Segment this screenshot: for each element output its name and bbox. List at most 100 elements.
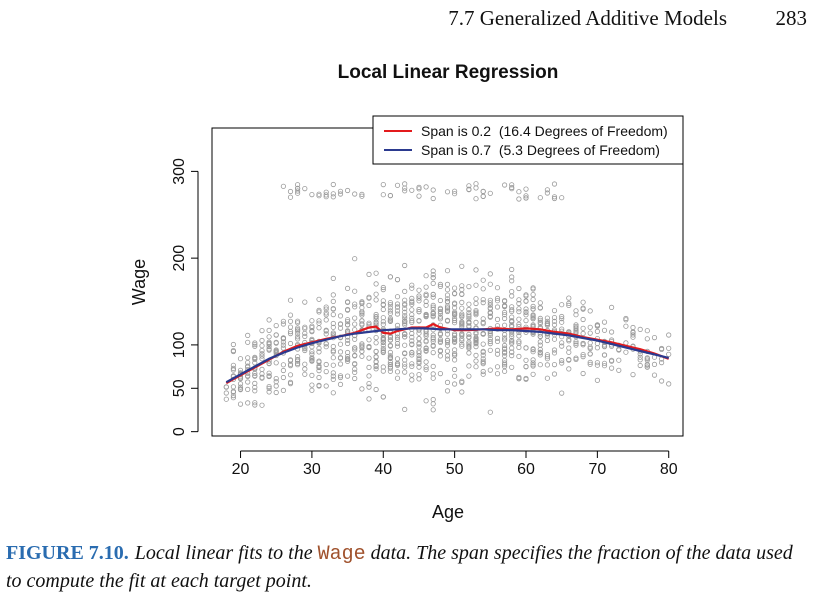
scatter-point: [430, 294, 436, 300]
scatter-point: [352, 352, 358, 358]
scatter-point: [259, 337, 265, 344]
scatter-point: [387, 274, 393, 280]
x-axis-label: Age: [432, 502, 464, 522]
scatter-point: [316, 307, 322, 313]
scatter-point: [430, 306, 436, 312]
scatter-point: [480, 331, 486, 337]
scatter-point: [466, 363, 472, 369]
scatter-point: [559, 343, 565, 349]
scatter-point: [266, 327, 272, 333]
scatter-point: [387, 192, 393, 199]
scatter-point: [523, 292, 529, 298]
scatter-point: [387, 315, 393, 321]
scatter-point: [516, 344, 522, 350]
scatter-point: [616, 357, 622, 363]
scatter-point: [423, 311, 429, 318]
scatter-point: [245, 400, 251, 406]
scatter-point: [373, 348, 379, 354]
scatter-point: [423, 359, 429, 365]
caption-text-before: Local linear fits to the: [134, 542, 313, 564]
scatter-point: [344, 318, 351, 325]
scatter-point: [423, 366, 429, 373]
scatter-point: [530, 360, 536, 366]
scatter-point: [230, 367, 236, 373]
scatter-point: [387, 318, 393, 324]
scatter-point: [359, 193, 365, 199]
scatter-point: [509, 307, 515, 313]
scatter-point: [337, 374, 344, 381]
scatter-point: [580, 351, 586, 358]
scatter-point: [473, 307, 479, 314]
scatter-point: [466, 186, 472, 192]
scatter-point: [487, 332, 493, 338]
scatter-point: [402, 320, 408, 326]
scatter-point: [451, 357, 458, 363]
scatter-point: [323, 328, 329, 334]
scatter-point: [459, 305, 465, 311]
scatter-point: [551, 347, 558, 353]
scatter-point: [487, 271, 493, 277]
scatter-point: [480, 286, 486, 292]
scatter-point: [402, 364, 408, 370]
scatter-point: [344, 328, 351, 334]
scatter-point: [509, 288, 515, 295]
scatter-point: [430, 274, 436, 281]
legend: Span is 0.2 (16.4 Degrees of Freedom) Sp…: [372, 115, 684, 165]
scatter-point: [337, 313, 344, 319]
scatter-point: [523, 298, 529, 304]
scatter-point: [530, 349, 536, 355]
scatter-point: [523, 309, 529, 315]
scatter-point: [494, 298, 501, 304]
scatter-point: [580, 330, 586, 337]
scatter-point: [352, 321, 358, 327]
scatter-point: [473, 335, 479, 341]
scatter-point: [230, 348, 236, 355]
scatter-point: [437, 353, 443, 359]
scatter-point: [402, 262, 408, 269]
scatter-point: [494, 351, 501, 357]
scatter-point: [323, 361, 329, 368]
scatter-point: [637, 326, 643, 332]
scatter-point: [559, 357, 565, 364]
scatter-point: [551, 314, 558, 321]
scatter-point: [459, 312, 465, 319]
scatter-point: [366, 384, 372, 390]
scatter-point: [544, 190, 551, 196]
scatter-point: [630, 324, 636, 331]
scatter-point: [416, 341, 422, 347]
scatter-point: [280, 183, 286, 189]
scatter-point: [559, 360, 565, 366]
scatter-point: [387, 353, 393, 359]
scatter-point: [480, 352, 486, 358]
scatter-point: [266, 317, 272, 323]
scatter-point: [359, 300, 365, 306]
scatter-point: [473, 352, 479, 358]
scatter-point: [237, 386, 244, 392]
y-tick-label: 50: [171, 379, 188, 397]
scatter-point: [409, 299, 415, 305]
scatter-point: [423, 298, 429, 305]
x-tick-label: 70: [588, 461, 606, 478]
scatter-point: [559, 326, 565, 332]
scatter-point: [630, 371, 636, 378]
scatter-point: [616, 367, 622, 373]
scatter-point: [559, 195, 565, 201]
scatter-point: [451, 191, 458, 197]
scatter-point: [601, 360, 608, 366]
scatter-point: [337, 349, 344, 355]
scatter-point: [430, 304, 436, 310]
scatter-point: [487, 302, 493, 308]
scatter-point: [559, 340, 565, 346]
scatter-point: [623, 349, 629, 355]
chart-title: Local Linear Regression: [338, 62, 559, 83]
scatter-point: [344, 340, 351, 347]
scatter-point: [294, 330, 301, 337]
scatter-point: [666, 345, 672, 351]
scatter-point: [402, 322, 408, 328]
legend-entry-span-07: Span is 0.7 (5.3 Degrees of Freedom): [421, 142, 660, 158]
scatter-point: [380, 306, 386, 313]
scatter-point: [394, 375, 401, 381]
scatter-point: [466, 331, 472, 337]
scatter-point: [373, 359, 379, 365]
scatter-point: [380, 394, 386, 400]
